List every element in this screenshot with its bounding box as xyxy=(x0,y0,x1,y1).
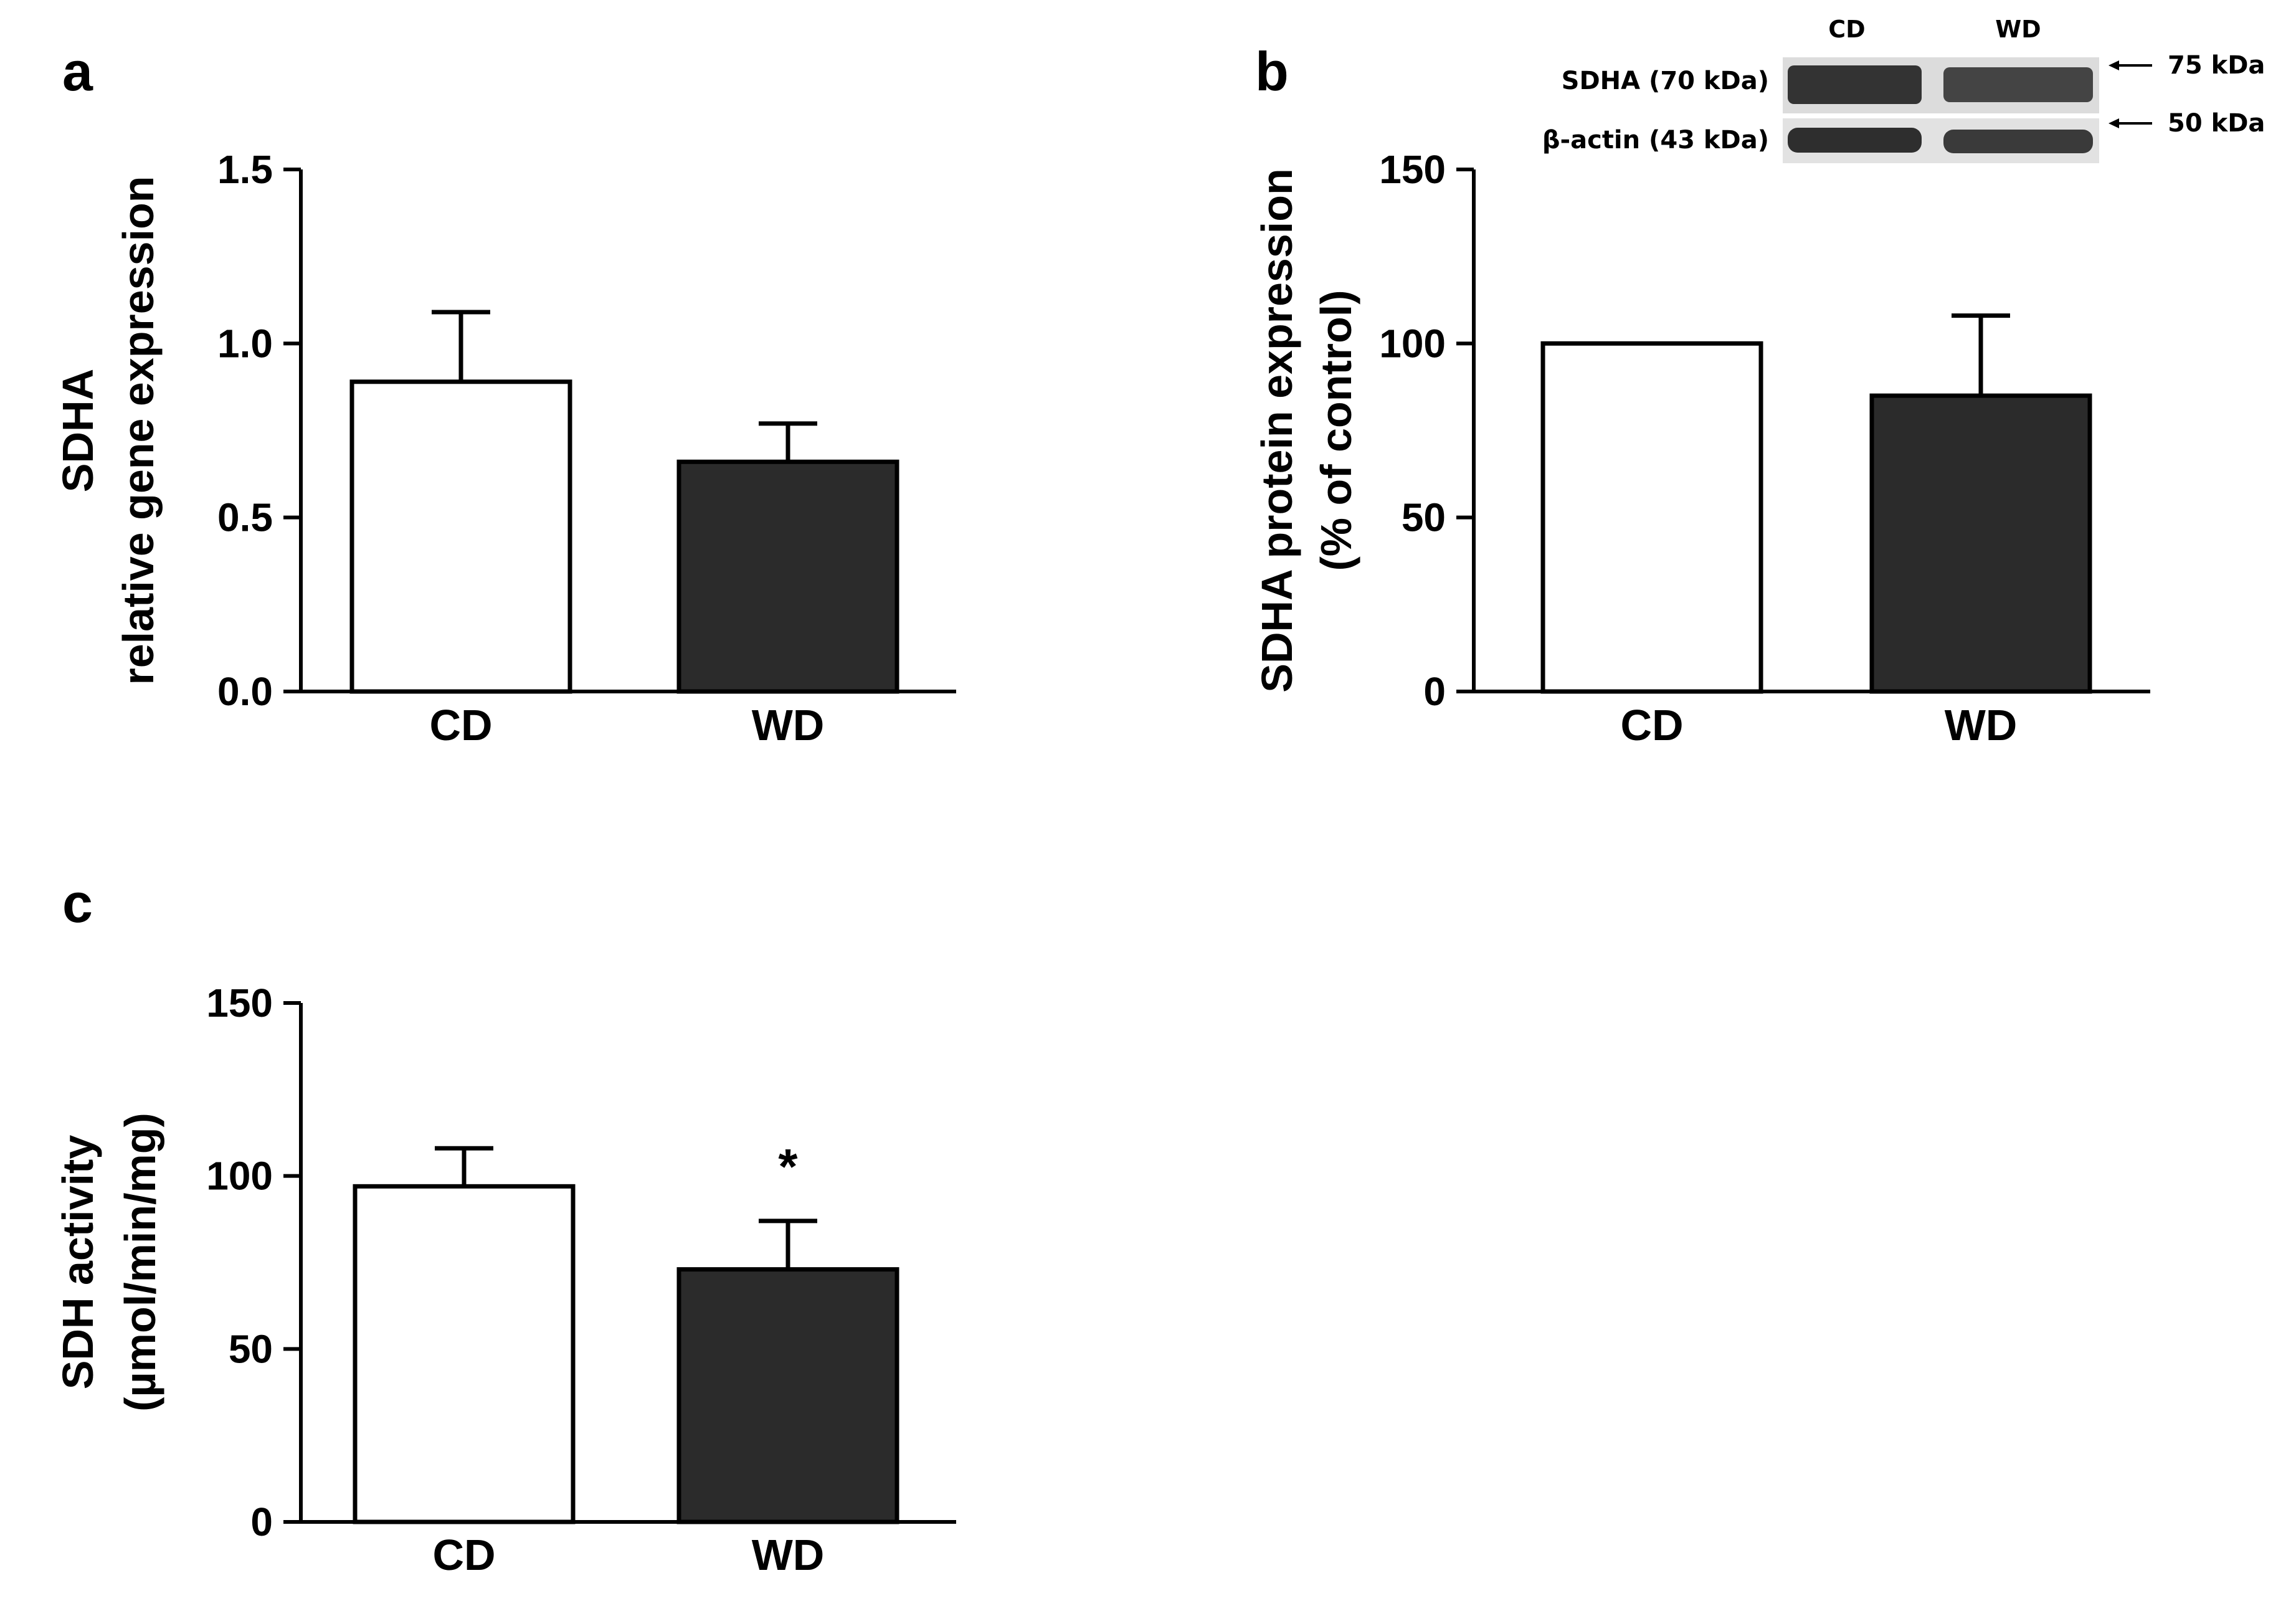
blot-lane-label-wd: WD xyxy=(1995,16,2041,43)
blot-band-actin-cd xyxy=(1788,128,1922,153)
blot-row-label-actin: β-actin (43 kDa) xyxy=(1542,126,1769,154)
bar-cd xyxy=(349,379,572,694)
y-tick-label: 150 xyxy=(206,981,273,1025)
y-tick-label: 100 xyxy=(1379,321,1446,366)
chart-panel-b: 0 50 100 150 CD WD SDHA protein expression (% o… xyxy=(1253,147,2150,749)
arrow-icon-75 xyxy=(2109,60,2152,70)
panel-label-b: b xyxy=(1255,40,1289,102)
x-category-label: WD xyxy=(1945,701,2018,749)
chart-panel-c: 0 50 100 150 CD WD * SDH activity (µmol/min/mg) xyxy=(54,981,956,1579)
y-tick-label: 150 xyxy=(1379,147,1446,192)
y-tick-label: 1.0 xyxy=(217,321,273,366)
bar-cd xyxy=(1540,341,1763,694)
y-tick-label: 0 xyxy=(250,1499,273,1544)
bar-wd xyxy=(676,1267,899,1524)
panel-label-a: a xyxy=(62,40,93,102)
y-tick-label: 100 xyxy=(206,1154,273,1199)
y-tick-label: 0.0 xyxy=(217,669,273,714)
y-tick-label: 1.5 xyxy=(217,147,273,192)
arrow-icon-50 xyxy=(2109,118,2152,128)
marker-label-50: 50 kDa xyxy=(2168,109,2265,138)
y-tick-label: 50 xyxy=(1402,495,1446,540)
y-axis-title-line2: (% of control) xyxy=(1312,290,1360,571)
blot-lane-label-cd: CD xyxy=(1828,16,1865,43)
y-axis-title-line1: SDHA protein expression xyxy=(1253,168,1301,692)
blot-band-actin-wd xyxy=(1943,130,2093,153)
blot-band-sdha-cd xyxy=(1788,65,1922,104)
y-tick-label: 50 xyxy=(229,1326,273,1371)
chart-panel-a: 0.0 0.5 1.0 1.5 CD WD SDHA relative gene expres… xyxy=(54,147,956,749)
panel-label-c: c xyxy=(62,872,93,934)
x-category-label: CD xyxy=(429,701,492,749)
y-axis-title-line1: SDH activity xyxy=(54,1135,102,1390)
marker-label-75: 75 kDa xyxy=(2168,51,2265,80)
western-blot-inset: CD WD SDHA (70 kDa) β-actin (43 kDa) 75 … xyxy=(1542,16,2265,163)
y-axis-title-line2: (µmol/min/mg) xyxy=(116,1113,164,1412)
bar-wd xyxy=(1869,393,2092,694)
blot-row-label-sdha: SDHA (70 kDa) xyxy=(1562,67,1769,95)
x-category-label: CD xyxy=(1620,701,1683,749)
y-tick-label: 0.5 xyxy=(217,495,273,540)
bar-cd xyxy=(353,1184,576,1524)
x-category-label: CD xyxy=(432,1531,495,1579)
y-tick-label: 0 xyxy=(1423,669,1446,714)
y-axis-title-line1: SDHA xyxy=(54,369,102,492)
y-axis-title-line2: relative gene expression xyxy=(114,176,163,685)
blot-band-sdha-wd xyxy=(1943,67,2093,102)
bar-wd xyxy=(676,459,899,694)
significance-marker: * xyxy=(778,1139,798,1194)
x-category-label: WD xyxy=(752,701,825,749)
x-category-label: WD xyxy=(752,1531,825,1579)
